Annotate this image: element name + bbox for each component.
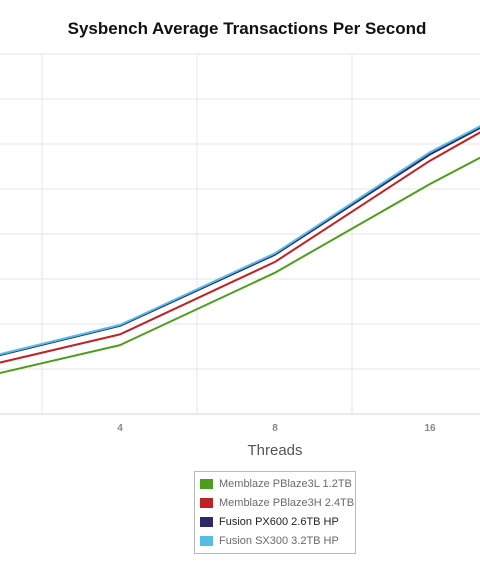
x-tick-labels: 4 8 16 — [117, 423, 436, 434]
legend-item-memblaze-pblaze3h[interactable]: Memblaze PBlaze3H 2.4TB — [195, 493, 355, 512]
legend-swatch — [200, 535, 213, 546]
legend-item-fusion-px600[interactable]: Fusion PX600 2.6TB HP — [195, 512, 355, 531]
legend-swatch — [200, 478, 213, 489]
x-tick-label: 4 — [117, 423, 123, 434]
grid-lines — [0, 53, 480, 415]
legend-item-memblaze-pblaze3l[interactable]: Memblaze PBlaze3L 1.2TB — [195, 474, 355, 493]
legend-label: Fusion SX300 3.2TB HP — [219, 534, 339, 547]
chart-legend: Memblaze PBlaze3L 1.2TB Memblaze PBlaze3… — [194, 471, 356, 554]
chart-title: Sysbench Average Transactions Per Second — [67, 19, 427, 38]
legend-label: Memblaze PBlaze3L 1.2TB — [219, 477, 352, 490]
legend-label: Memblaze PBlaze3H 2.4TB — [219, 496, 355, 509]
legend-label: Fusion PX600 2.6TB HP — [219, 515, 339, 528]
series-lines — [0, 125, 480, 374]
series-line-4 — [0, 125, 480, 356]
x-axis-title: Threads — [247, 442, 302, 459]
series-line-3 — [0, 126, 480, 357]
legend-swatch — [200, 516, 213, 527]
legend-item-fusion-sx300[interactable]: Fusion SX300 3.2TB HP — [195, 531, 355, 550]
legend-swatch — [200, 497, 213, 508]
series-line-1 — [0, 156, 480, 374]
x-tick-label: 8 — [272, 423, 278, 434]
series-line-2 — [0, 131, 480, 364]
x-tick-label: 16 — [424, 423, 436, 434]
